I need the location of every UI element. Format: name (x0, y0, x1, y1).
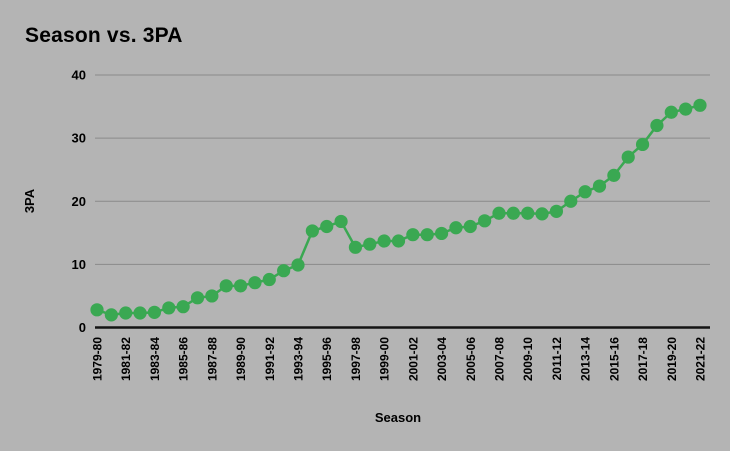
data-point-marker (506, 206, 520, 220)
data-point-marker (363, 237, 377, 251)
data-point-marker (162, 301, 176, 315)
data-point-marker (334, 214, 348, 229)
data-point-marker (305, 224, 319, 238)
y-tick-label: 40 (72, 68, 86, 83)
data-point-marker (592, 179, 607, 193)
x-tick-label: 1989-90 (234, 337, 248, 381)
y-tick-label: 30 (72, 131, 86, 146)
data-point-marker (377, 234, 391, 248)
x-tick-label: 2001-02 (406, 337, 420, 381)
data-point-marker (277, 264, 291, 278)
data-point-marker (190, 291, 205, 305)
data-point-marker (291, 258, 305, 272)
data-point-marker (449, 221, 463, 235)
x-tick-label: 1995-96 (320, 337, 334, 381)
x-tick-label: 2021-22 (694, 337, 708, 381)
data-point-marker (119, 306, 133, 320)
x-tick-label: 2005-06 (464, 337, 478, 381)
y-tick-label: 10 (72, 257, 86, 272)
data-point-marker (564, 194, 578, 208)
data-point-marker (535, 207, 549, 221)
data-point-marker (406, 228, 420, 242)
data-point-marker (521, 206, 535, 220)
data-point-marker (635, 137, 650, 152)
y-tick-label: 20 (72, 194, 86, 209)
data-point-marker (219, 279, 233, 293)
data-point-marker (679, 102, 693, 116)
series-line (96, 104, 701, 317)
data-point-marker (607, 168, 621, 182)
data-point-marker (147, 305, 162, 319)
data-point-marker (348, 240, 363, 254)
y-axis-title: 3PA (22, 188, 37, 213)
x-tick-label: 2015-16 (607, 337, 621, 381)
x-tick-label: 1983-84 (148, 337, 162, 381)
data-point-marker (248, 276, 262, 290)
data-point-marker (205, 289, 219, 303)
x-tick-label: 2009-10 (521, 337, 535, 381)
data-point-marker (664, 105, 678, 119)
data-point-marker (133, 306, 147, 320)
data-point-marker (650, 118, 664, 133)
x-tick-label: 2019-20 (665, 337, 679, 381)
data-point-marker (90, 303, 104, 317)
x-tick-label: 1979-80 (91, 337, 105, 381)
x-tick-label: 1999-00 (378, 337, 392, 381)
data-point-marker (262, 272, 276, 287)
x-tick-label: 1991-92 (263, 337, 277, 381)
x-tick-label: 1987-88 (205, 337, 219, 381)
x-tick-label: 2013-14 (579, 337, 593, 381)
data-point-marker (463, 219, 477, 234)
x-tick-label: 2017-18 (636, 337, 650, 381)
data-point-marker (176, 300, 190, 314)
chart-title: Season vs. 3PA (25, 24, 183, 47)
x-tick-label: 1981-82 (119, 337, 133, 381)
data-point-marker (549, 204, 564, 218)
x-axis-title: Season (375, 410, 421, 425)
data-point-marker (320, 219, 334, 234)
y-tick-label: 0 (79, 320, 86, 335)
data-point-marker (621, 150, 635, 164)
data-point-marker (578, 185, 592, 199)
data-point-marker (434, 226, 449, 241)
data-point-marker (233, 279, 248, 293)
data-point-marker (693, 98, 707, 112)
data-point-marker (104, 308, 118, 322)
x-tick-label: 2007-08 (493, 337, 507, 381)
data-point-marker (420, 228, 434, 242)
x-tick-label: 2003-04 (435, 337, 449, 381)
data-point-marker (391, 234, 406, 248)
data-point-marker (478, 214, 492, 228)
data-point-marker (492, 206, 506, 220)
x-tick-label: 1997-98 (349, 337, 363, 381)
x-tick-label: 1985-86 (177, 337, 191, 381)
x-tick-label: 1993-94 (292, 337, 306, 381)
x-tick-label: 2011-12 (550, 337, 564, 381)
